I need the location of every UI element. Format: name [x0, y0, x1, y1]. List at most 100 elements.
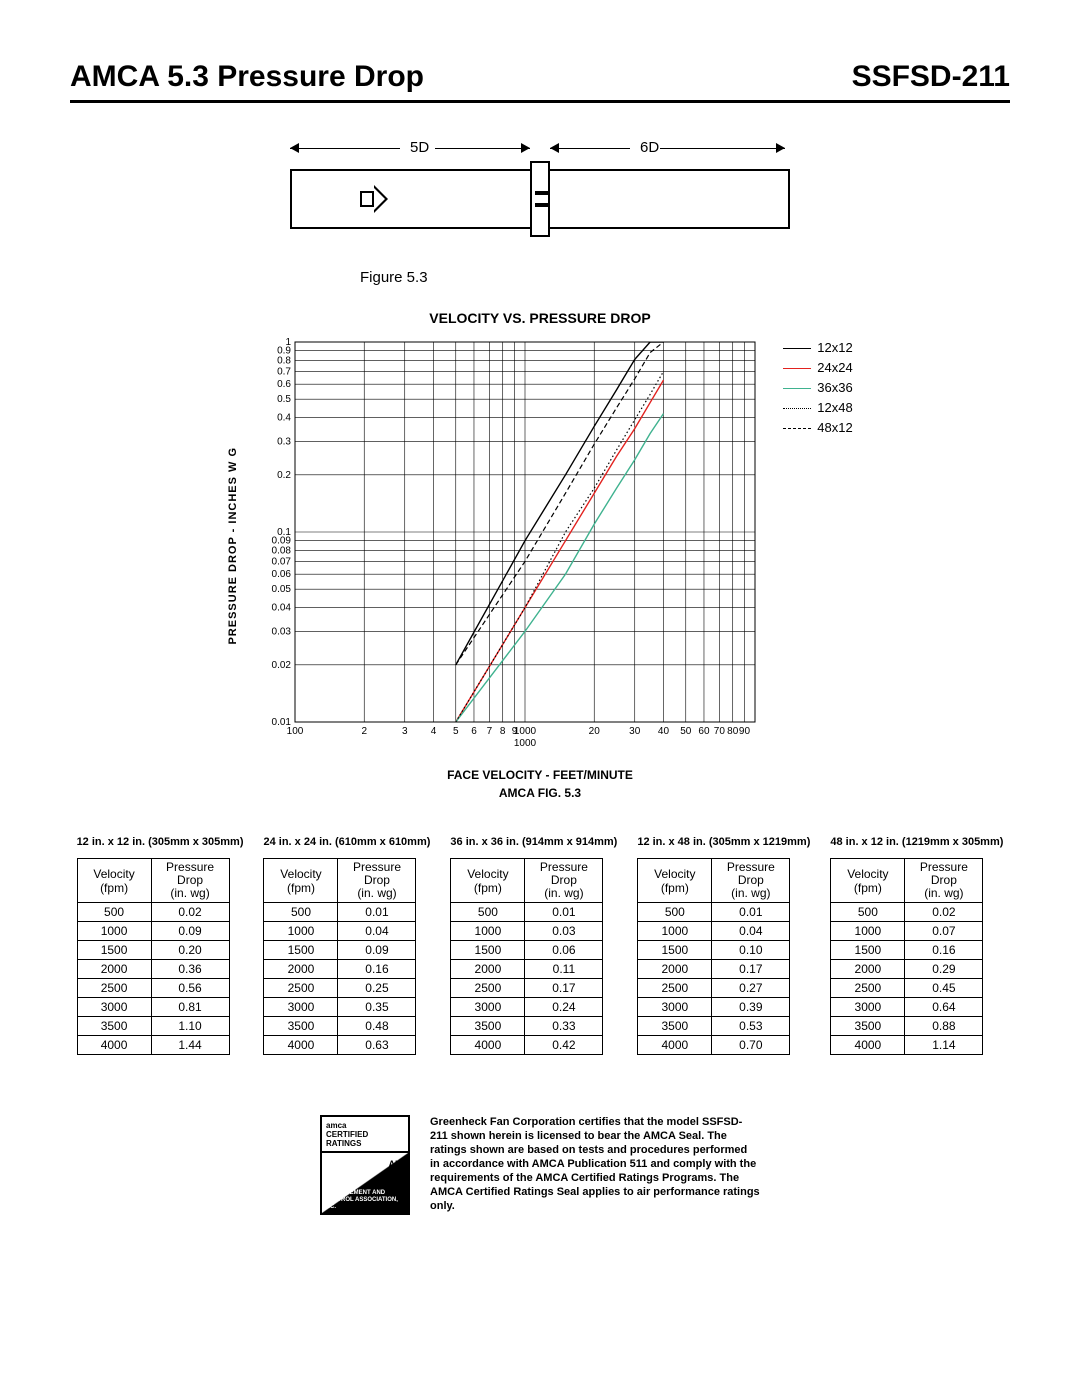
legend-item: 36x36 [783, 378, 852, 398]
cell-velocity: 500 [264, 903, 338, 922]
table-row: 35000.88 [831, 1017, 983, 1036]
table-row: 10000.03 [451, 922, 603, 941]
table-row: 40000.42 [451, 1036, 603, 1055]
legend-label: 48x12 [817, 418, 852, 438]
svg-text:7: 7 [487, 726, 493, 737]
x-axis-label: FACE VELOCITY - FEET/MINUTE [70, 768, 1010, 782]
table-caption: 12 in. x 12 in. (305mm x 305mm) [77, 836, 244, 848]
table-row: 35001.10 [77, 1017, 229, 1036]
svg-text:0.5: 0.5 [277, 394, 291, 405]
svg-text:0.08: 0.08 [272, 545, 292, 556]
table-row: 40000.70 [638, 1036, 790, 1055]
legend-item: 12x48 [783, 398, 852, 418]
cell-pressure: 0.88 [905, 1017, 983, 1036]
col-header-velocity: Velocity (fpm) [451, 859, 525, 903]
table-row: 40001.14 [831, 1036, 983, 1055]
table-row: 10000.04 [264, 922, 416, 941]
svg-text:0.05: 0.05 [272, 584, 292, 595]
col-header-pressure: Pressure Drop(in. wg) [905, 859, 983, 903]
table-caption: 12 in. x 48 in. (305mm x 1219mm) [637, 836, 810, 848]
cell-velocity: 2500 [638, 979, 712, 998]
cell-velocity: 500 [77, 903, 151, 922]
pressure-drop-table: Velocity (fpm)Pressure Drop(in. wg)5000.… [830, 858, 983, 1055]
legend-item: 24x24 [783, 358, 852, 378]
cell-velocity: 4000 [831, 1036, 905, 1055]
cell-pressure: 0.33 [525, 1017, 603, 1036]
cell-pressure: 0.04 [338, 922, 416, 941]
cell-velocity: 2000 [264, 960, 338, 979]
table-row: 5000.01 [638, 903, 790, 922]
cell-pressure: 0.20 [151, 941, 229, 960]
cell-velocity: 2500 [77, 979, 151, 998]
cell-pressure: 0.42 [525, 1036, 603, 1055]
table-row: 30000.35 [264, 998, 416, 1017]
cell-velocity: 500 [831, 903, 905, 922]
table-row: 20000.29 [831, 960, 983, 979]
cell-pressure: 0.39 [712, 998, 790, 1017]
amca-seal-icon: amca CERTIFIED RATINGS AIR AIR MOVEMENT … [320, 1115, 410, 1215]
data-table-block: 24 in. x 24 in. (610mm x 610mm) Velocity … [263, 836, 430, 1055]
cell-pressure: 0.29 [905, 960, 983, 979]
cell-pressure: 0.56 [151, 979, 229, 998]
cell-velocity: 3500 [638, 1017, 712, 1036]
seal-assoc: AIR MOVEMENT AND CONTROL ASSOCIATION, IN… [324, 1190, 410, 1211]
legend-label: 12x12 [817, 338, 852, 358]
data-table-block: 48 in. x 12 in. (1219mm x 305mm) Velocity… [830, 836, 1003, 1055]
seal-air: AIR [389, 1159, 405, 1169]
table-row: 15000.16 [831, 941, 983, 960]
cell-pressure: 0.09 [151, 922, 229, 941]
table-row: 10000.04 [638, 922, 790, 941]
table-caption: 24 in. x 24 in. (610mm x 610mm) [263, 836, 430, 848]
certification-text: Greenheck Fan Corporation certifies that… [430, 1115, 760, 1213]
col-header-velocity: Velocity (fpm) [77, 859, 151, 903]
cell-pressure: 0.27 [712, 979, 790, 998]
svg-text:6: 6 [471, 726, 477, 737]
svg-text:0.8: 0.8 [277, 355, 291, 366]
cell-pressure: 0.16 [905, 941, 983, 960]
chart-title: VELOCITY VS. PRESSURE DROP [70, 310, 1010, 326]
legend-item: 12x12 [783, 338, 852, 358]
svg-text:0.7: 0.7 [277, 366, 291, 377]
svg-text:1000: 1000 [514, 726, 537, 737]
table-caption: 48 in. x 12 in. (1219mm x 305mm) [830, 836, 1003, 848]
cell-pressure: 0.09 [338, 941, 416, 960]
cell-velocity: 2000 [831, 960, 905, 979]
cell-velocity: 500 [451, 903, 525, 922]
pressure-drop-table: Velocity (fpm)Pressure Drop(in. wg)5000.… [637, 858, 790, 1055]
table-caption: 36 in. x 36 in. (914mm x 914mm) [450, 836, 617, 848]
cell-velocity: 4000 [264, 1036, 338, 1055]
cell-pressure: 0.25 [338, 979, 416, 998]
cell-velocity: 2500 [831, 979, 905, 998]
cell-pressure: 0.35 [338, 998, 416, 1017]
cell-velocity: 3500 [77, 1017, 151, 1036]
cell-velocity: 1000 [451, 922, 525, 941]
table-row: 25000.56 [77, 979, 229, 998]
svg-text:5: 5 [453, 726, 459, 737]
duct-label-5d: 5D [410, 139, 429, 156]
pressure-drop-table: Velocity (fpm)Pressure Drop(in. wg)5000.… [77, 858, 230, 1055]
duct-label-6d: 6D [640, 139, 659, 156]
cell-pressure: 0.36 [151, 960, 229, 979]
cell-velocity: 2500 [451, 979, 525, 998]
pressure-drop-table: Velocity (fpm)Pressure Drop(in. wg)5000.… [450, 858, 603, 1055]
table-row: 40000.63 [264, 1036, 416, 1055]
cell-pressure: 0.01 [338, 903, 416, 922]
cell-velocity: 2000 [451, 960, 525, 979]
svg-text:0.07: 0.07 [272, 556, 292, 567]
table-row: 5000.02 [831, 903, 983, 922]
cell-velocity: 1500 [831, 941, 905, 960]
svg-text:0.4: 0.4 [277, 413, 291, 424]
svg-text:0.03: 0.03 [272, 626, 292, 637]
legend-label: 24x24 [817, 358, 852, 378]
svg-text:40: 40 [658, 726, 670, 737]
cell-pressure: 0.04 [712, 922, 790, 941]
svg-text:100: 100 [287, 726, 304, 737]
table-row: 40001.44 [77, 1036, 229, 1055]
cell-velocity: 1000 [264, 922, 338, 941]
cell-pressure: 0.02 [905, 903, 983, 922]
cell-velocity: 3500 [451, 1017, 525, 1036]
svg-text:60: 60 [699, 726, 711, 737]
cell-velocity: 1500 [451, 941, 525, 960]
col-header-velocity: Velocity (fpm) [264, 859, 338, 903]
flow-arrow-icon [360, 185, 388, 213]
